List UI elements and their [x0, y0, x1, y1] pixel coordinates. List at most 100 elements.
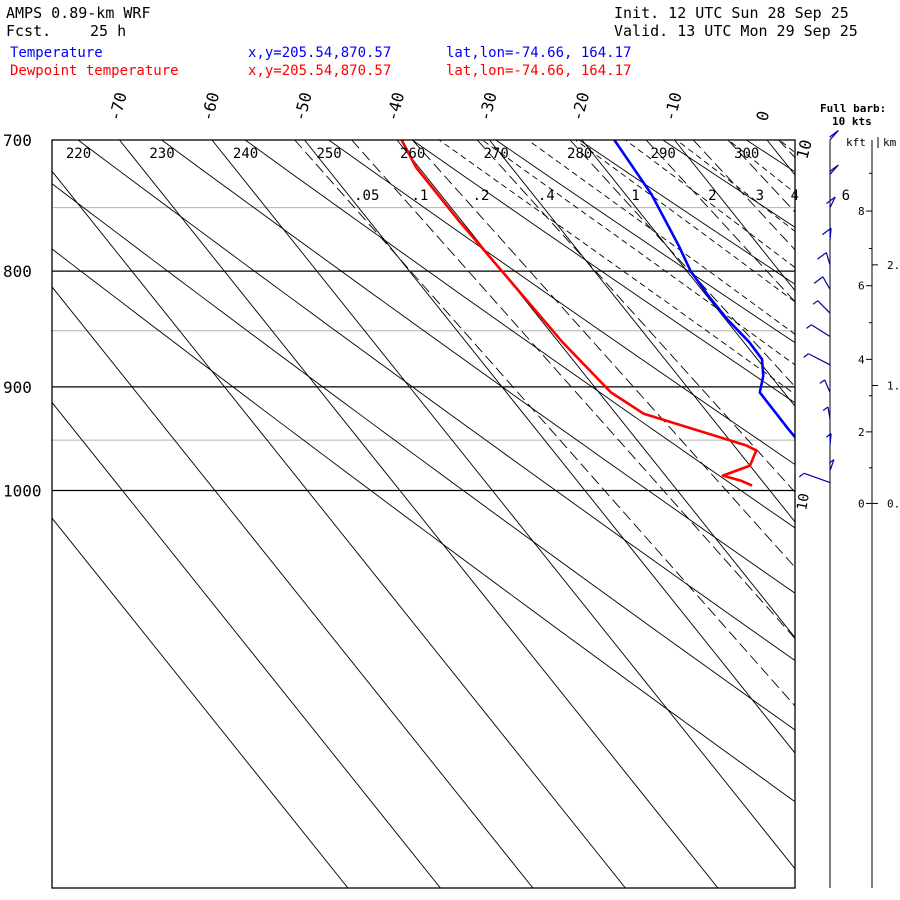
mixing-ratio-label: 4 — [791, 188, 799, 204]
isotherm — [766, 140, 795, 176]
wind-barb-flag — [813, 276, 824, 284]
isotherm — [860, 140, 900, 888]
wind-barb-flag — [829, 164, 839, 173]
wind-barb-flag — [812, 300, 819, 305]
wind-barb-flag — [817, 252, 827, 260]
pressure-label: 900 — [3, 378, 32, 397]
wind-barb — [829, 433, 832, 446]
wind-barb — [825, 252, 831, 266]
moist-adiabat — [527, 140, 795, 335]
km-label: 1. — [887, 380, 900, 393]
dry-adiabat — [328, 140, 795, 466]
pressure-label: 700 — [3, 131, 32, 150]
mixing-ratio-label: .05 — [354, 188, 379, 204]
kft-unit: kft — [846, 136, 866, 149]
isotherm-label: -10 — [660, 90, 686, 123]
km-label: 2. — [887, 259, 900, 272]
isotherm-label: 10 — [793, 138, 816, 162]
mixing-ratio-line — [645, 140, 795, 303]
mixing-ratio-label: 1 — [631, 188, 639, 204]
init-time: Init. 12 UTC Sun 28 Sep 25 — [614, 4, 849, 22]
mixing-ratio-label: 6 — [842, 188, 850, 204]
kft-label: 8 — [858, 205, 865, 218]
wind-barb-flag — [803, 353, 809, 358]
plot-frame — [51, 139, 796, 889]
barb-speed-annotation: 10 — [794, 492, 813, 511]
pressure-label: 800 — [3, 262, 32, 281]
legend-dewpoint-name: Dewpoint temperature — [10, 63, 179, 79]
fcst-label: Fcst. — [6, 22, 52, 40]
isotherm-label: -40 — [382, 90, 408, 123]
isotherm — [52, 286, 534, 888]
mixing-ratio-label: .2 — [473, 188, 490, 204]
legend-temperature-name: Temperature — [10, 45, 103, 61]
wind-barb — [822, 276, 831, 290]
dry-adiabat — [495, 140, 795, 344]
mixing-ratio-label: 2 — [708, 188, 716, 204]
dry-adiabat — [161, 140, 795, 594]
mixing-ratio-label: .4 — [538, 188, 555, 204]
isotherm — [119, 140, 719, 888]
theta-label: 290 — [651, 146, 676, 162]
mixing-ratio-line — [294, 140, 795, 707]
wind-barb — [827, 406, 831, 420]
wind-barb — [803, 472, 831, 484]
kft-label: 2 — [858, 426, 865, 439]
theta-label: 260 — [400, 146, 425, 162]
wind-barb-flag — [806, 324, 812, 329]
isotherm-label: -30 — [475, 90, 501, 123]
moist-adiabat — [778, 140, 795, 154]
kft-label: 4 — [858, 353, 865, 366]
wind-barb — [817, 300, 831, 314]
isotherm — [674, 140, 795, 292]
wind-barb-flag — [798, 472, 805, 478]
theta-label: 280 — [567, 146, 592, 162]
mixing-ratio-label: .1 — [411, 188, 428, 204]
wind-barb — [829, 459, 835, 471]
isotherm — [211, 140, 795, 870]
isotherm — [396, 140, 795, 639]
mixing-ratio-label: 3 — [756, 188, 764, 204]
dry-adiabat — [244, 140, 795, 529]
mixing-ratio-line — [412, 140, 795, 568]
legend-dewpoint-xy: x,y=205.54,870.57 — [248, 63, 392, 79]
legend-temperature-xy: x,y=205.54,870.57 — [248, 45, 392, 61]
wind-barb — [824, 379, 831, 393]
wind-barb-flag — [822, 406, 829, 412]
wind-barb — [810, 324, 831, 337]
kft-label: 0 — [858, 497, 865, 510]
barb-note-line1: Full barb: — [820, 102, 886, 115]
pressure-label: 1000 — [3, 481, 42, 500]
theta-label: 250 — [316, 146, 341, 162]
wind-barb-flag — [821, 227, 832, 236]
km-unit: km — [883, 136, 897, 149]
isotherm-label: -70 — [105, 90, 131, 123]
isotherm — [52, 170, 626, 888]
km-label: 0. — [887, 497, 900, 510]
isotherm — [489, 140, 795, 523]
wind-barb-flag — [825, 433, 832, 438]
isotherm — [304, 140, 795, 754]
temperature-profile — [613, 140, 795, 440]
legend-temperature-latlon: lat,lon=-74.66, 164.17 — [446, 45, 632, 61]
model-title: AMPS 0.89-km WRF — [6, 4, 151, 22]
barb-note-line2: 10 kts — [832, 115, 872, 128]
dry-adiabat — [77, 140, 795, 662]
dry-adiabat — [746, 140, 795, 173]
dry-adiabat — [662, 140, 795, 228]
isotherm — [52, 401, 441, 888]
theta-label: 300 — [734, 146, 759, 162]
kft-label: 6 — [858, 280, 865, 293]
moist-adiabat — [481, 140, 795, 366]
theta-label: 270 — [483, 146, 508, 162]
dry-adiabat — [830, 140, 900, 888]
mixing-ratio-line — [778, 140, 795, 159]
isotherm — [581, 140, 795, 407]
mixing-ratio-line — [351, 140, 795, 640]
wind-barb — [829, 228, 832, 240]
mixing-ratio-line — [727, 140, 795, 213]
isotherm-label: -60 — [197, 90, 223, 123]
dewpoint-profile — [400, 140, 758, 487]
theta-label: 240 — [233, 146, 258, 162]
